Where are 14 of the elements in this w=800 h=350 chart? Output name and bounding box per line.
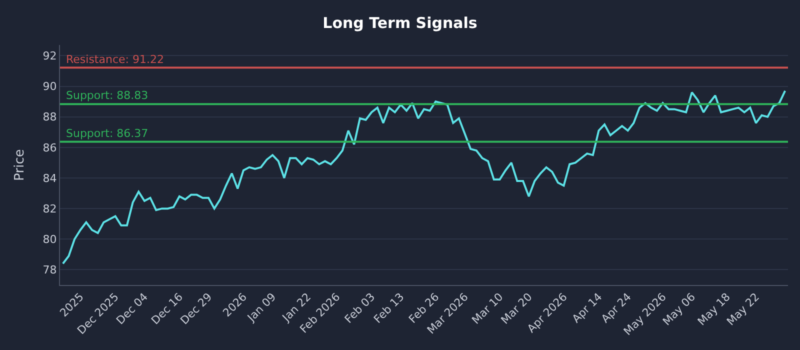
y-tick-label: 80: [42, 232, 57, 246]
chart-title: Long Term Signals: [322, 14, 478, 32]
ref-line-label: Support: 86.37: [66, 127, 148, 140]
y-tick-label: 82: [42, 202, 57, 216]
y-tick-label: 78: [42, 264, 57, 277]
ref-line-label: Resistance: 91.22: [66, 53, 164, 66]
y-tick-label: 90: [42, 80, 57, 94]
y-tick-label: 88: [42, 110, 57, 124]
y-tick-label: 92: [42, 50, 57, 63]
y-tick-label: 86: [42, 141, 57, 154]
y-tick-label: 84: [42, 172, 57, 185]
ref-line-label: Support: 88.83: [66, 89, 148, 102]
line-series: [62, 90, 786, 265]
y-axis-title: Price: [12, 149, 28, 181]
